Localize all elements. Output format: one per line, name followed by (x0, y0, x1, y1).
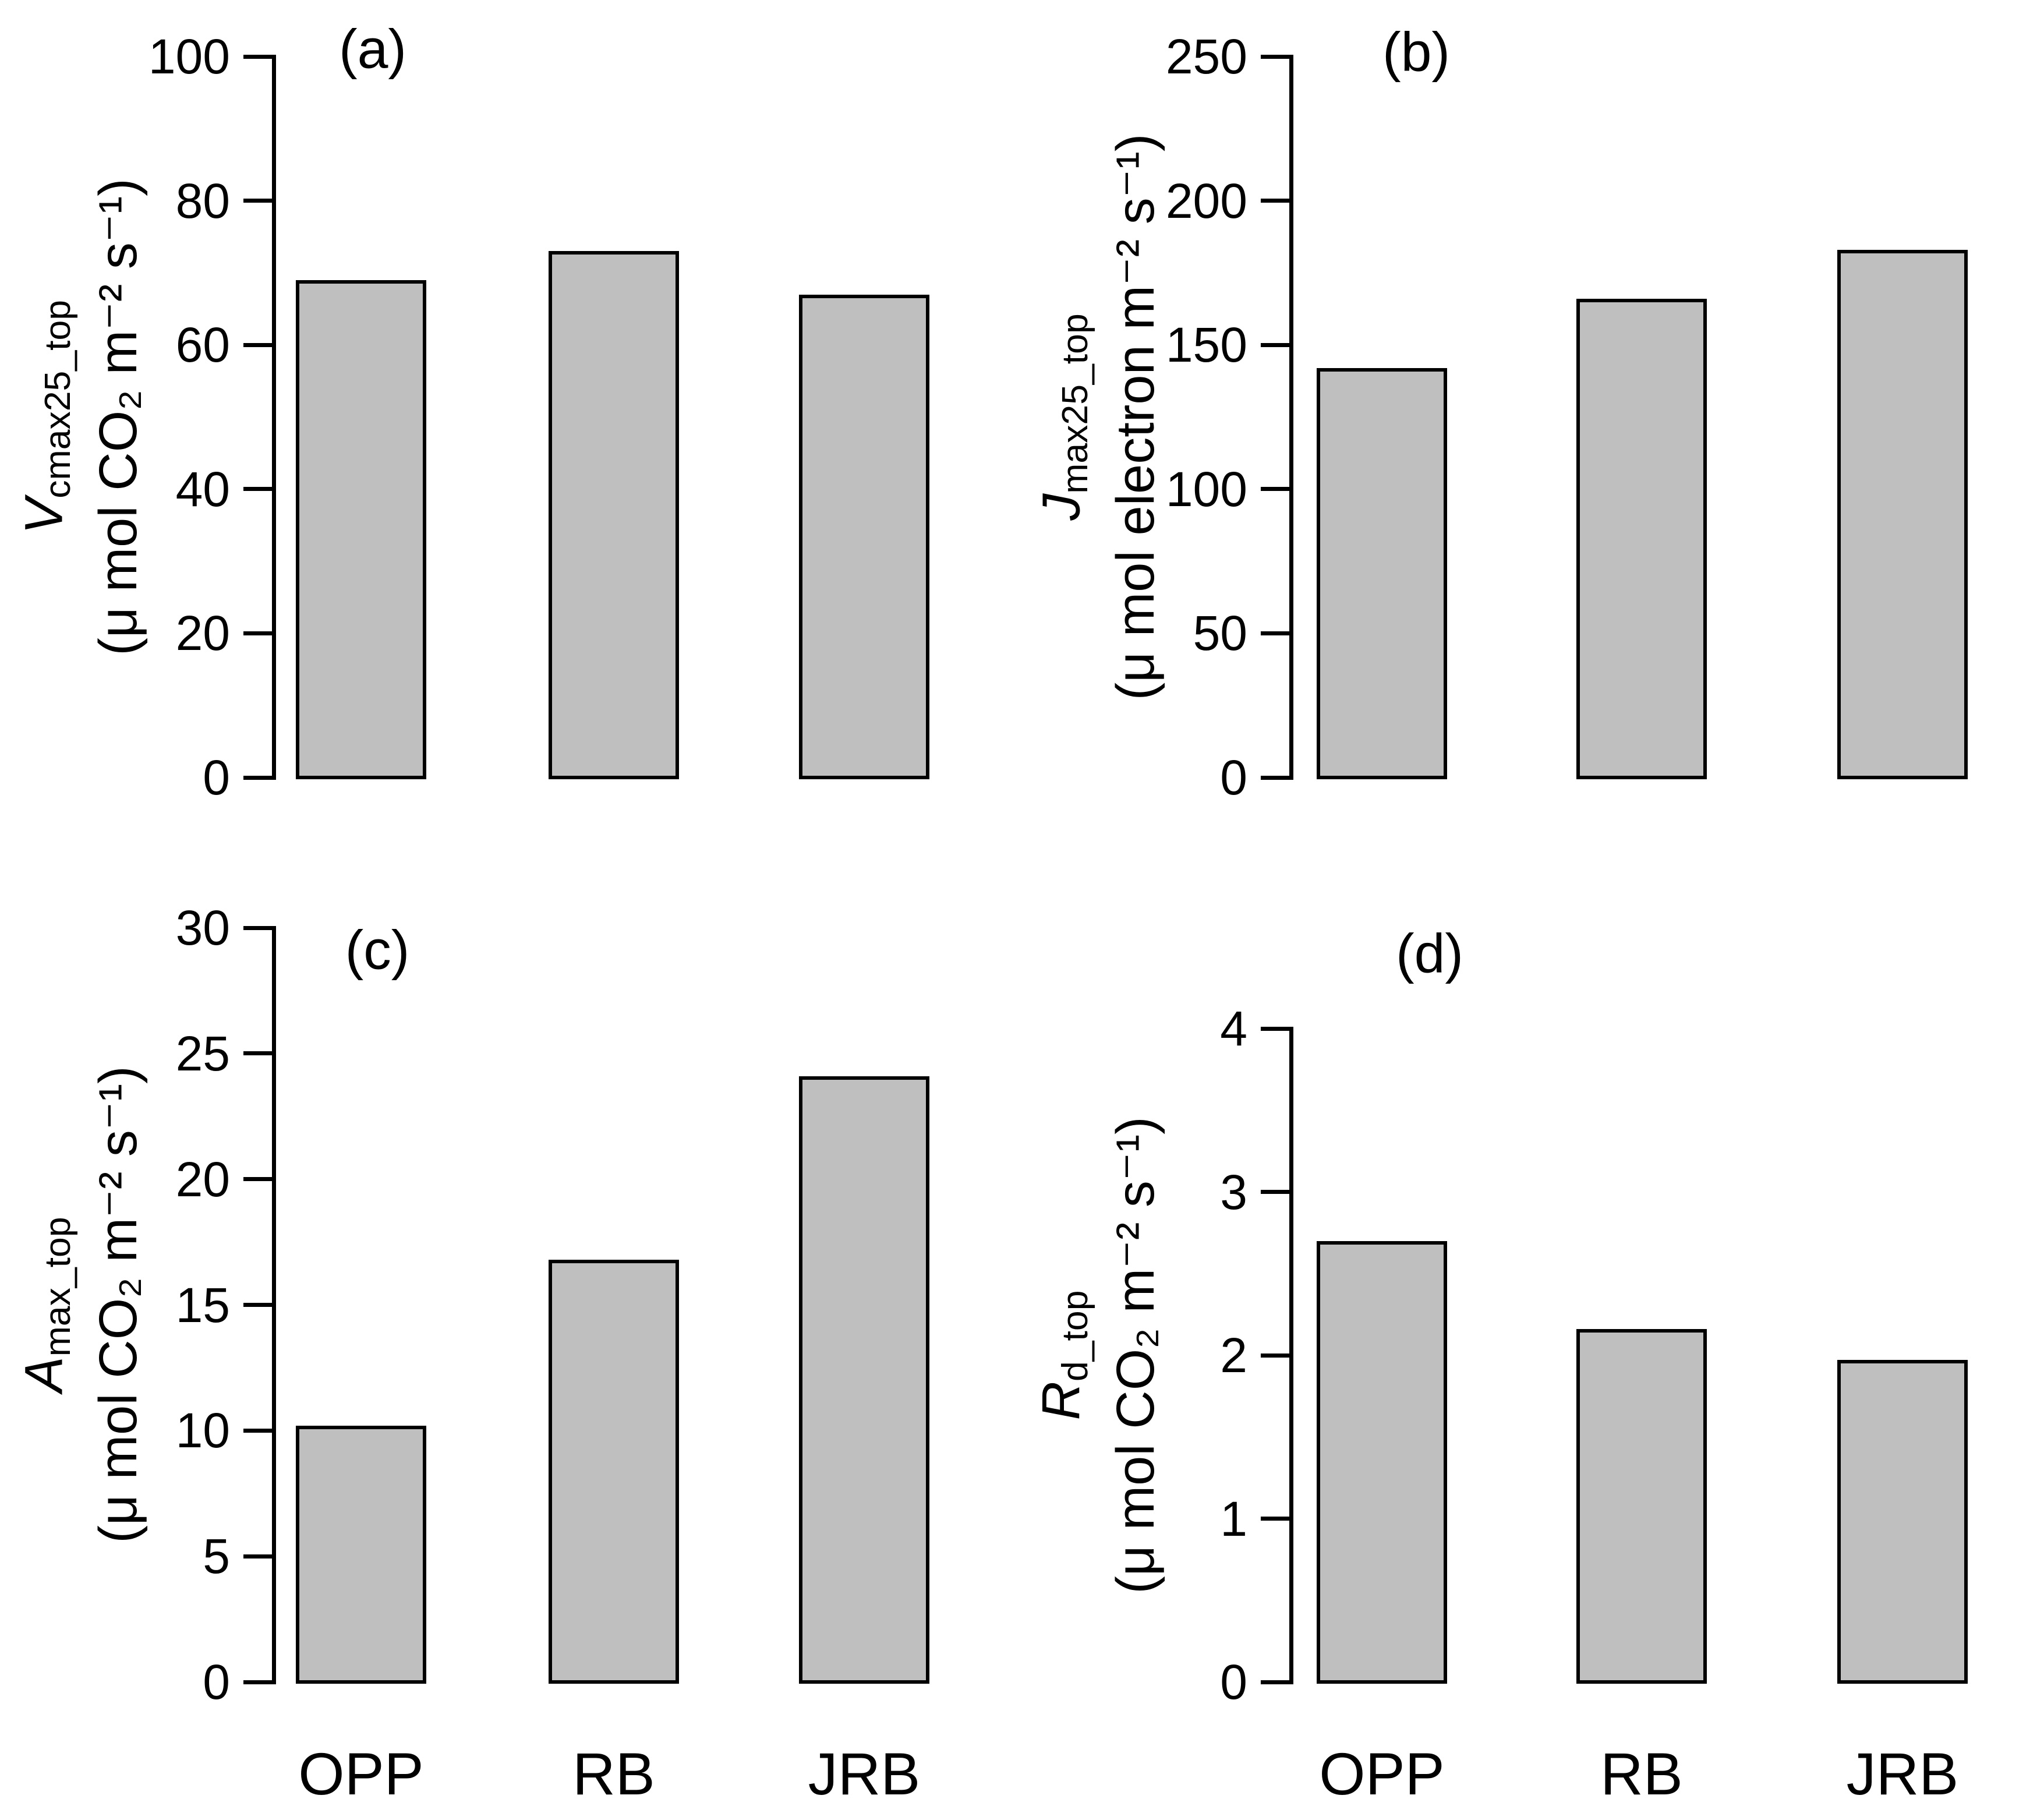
bar-RB (1576, 1329, 1707, 1684)
bar-OPP (296, 280, 426, 779)
bar-OPP (1317, 1241, 1447, 1684)
y-tick-label: 10 (175, 1403, 230, 1458)
panel-letter-d: (d) (1395, 923, 1464, 985)
y-tick (243, 1428, 274, 1433)
y-tick (243, 925, 274, 930)
x-category-label-OPP: OPP (298, 1741, 424, 1807)
panel-letter-b: (b) (1382, 21, 1451, 83)
y-tick-label: 20 (175, 606, 230, 661)
y-tick (1261, 487, 1291, 492)
y-tick-label: 20 (175, 1151, 230, 1207)
y-tick (1261, 1190, 1291, 1194)
y-tick (243, 487, 274, 492)
y-tick-label: 100 (148, 29, 230, 84)
y-tick-label: 2 (1220, 1328, 1247, 1383)
y-tick (1261, 54, 1291, 59)
bar-OPP (296, 1425, 426, 1684)
bar-OPP (1317, 367, 1447, 779)
y-tick-label: 5 (203, 1529, 230, 1584)
y-tick (243, 775, 274, 780)
x-category-label-RB: RB (572, 1741, 655, 1807)
y-tick (243, 199, 274, 203)
variable-subscript: d_top (1055, 1290, 1096, 1382)
y-axis-line (1289, 54, 1293, 780)
bar-JRB (799, 294, 929, 779)
y-tick (243, 1303, 274, 1307)
y-tick-label: 1 (1220, 1491, 1247, 1546)
y-tick-label: 30 (175, 900, 230, 955)
x-category-label-JRB: JRB (808, 1741, 921, 1807)
panel-letter-a: (a) (338, 18, 407, 80)
y-tick (1261, 1026, 1291, 1031)
y-axis-units-label-d: (μ mol CO₂ m⁻² s⁻¹) (1106, 1116, 1165, 1594)
y-tick-label: 0 (203, 750, 230, 805)
y-tick (1261, 631, 1291, 635)
y-tick (1261, 1353, 1291, 1358)
y-axis-line (1289, 1026, 1293, 1684)
y-tick (243, 54, 274, 59)
y-tick-label: 0 (1220, 750, 1247, 805)
y-tick-label: 40 (175, 461, 230, 517)
y-tick-label: 80 (175, 173, 230, 228)
y-axis-variable-label-d: Rd_top (1031, 1290, 1096, 1420)
x-category-label-OPP: OPP (1319, 1741, 1445, 1807)
y-tick-label: 100 (1165, 461, 1247, 517)
y-tick-label: 15 (175, 1277, 230, 1333)
y-tick (1261, 1517, 1291, 1521)
x-category-label-RB: RB (1600, 1741, 1683, 1807)
bar-RB (549, 1259, 679, 1684)
bar-RB (1576, 298, 1707, 779)
y-tick-label: 0 (1220, 1655, 1247, 1709)
y-tick-label: 60 (175, 317, 230, 373)
y-tick (1261, 1680, 1291, 1684)
y-tick-label: 150 (1165, 317, 1247, 373)
y-tick (243, 1051, 274, 1056)
bar-RB (549, 251, 679, 779)
y-tick-label: 250 (1165, 29, 1247, 84)
y-tick (1261, 342, 1291, 347)
y-tick (1261, 199, 1291, 203)
y-tick (243, 1680, 274, 1684)
y-tick-label: 4 (1220, 1001, 1247, 1056)
x-category-label-JRB: JRB (1846, 1741, 1959, 1807)
y-tick (243, 342, 274, 347)
y-tick-label: 3 (1220, 1164, 1247, 1220)
y-tick-label: 200 (1165, 173, 1247, 228)
y-axis-line (271, 54, 276, 780)
variable-letter: R (1031, 1381, 1091, 1420)
panel-letter-c: (c) (345, 919, 410, 981)
bar-JRB (1837, 1360, 1968, 1684)
y-tick (1261, 775, 1291, 780)
y-tick (243, 1177, 274, 1182)
y-tick-label: 50 (1193, 606, 1247, 661)
y-tick (243, 1554, 274, 1559)
y-tick-label: 0 (203, 1655, 230, 1709)
bar-JRB (1837, 249, 1968, 779)
y-axis-line (271, 925, 276, 1684)
bar-JRB (799, 1076, 929, 1684)
y-tick (243, 631, 274, 635)
y-tick-label: 25 (175, 1026, 230, 1081)
